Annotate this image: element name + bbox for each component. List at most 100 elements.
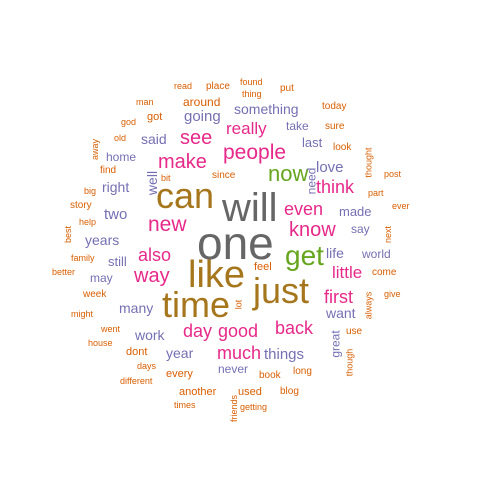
word: well [144,170,161,196]
word: blog [280,386,299,397]
word: way [134,265,170,287]
word: can [156,175,215,216]
word: year [166,345,194,361]
word: think [316,177,355,197]
word: long [293,366,312,377]
word: many [119,300,154,316]
word: another [179,386,217,398]
word: first [324,287,353,307]
word: bit [161,173,171,183]
word: lot [233,299,244,310]
word: around [183,95,221,109]
word: back [275,318,314,338]
word: take [286,119,309,133]
word: home [106,150,137,164]
word: getting [240,402,268,412]
word: friends [229,394,240,423]
word: say [351,222,370,236]
word: also [138,245,172,265]
word: like [188,254,246,296]
word: years [85,232,120,248]
word: made [339,204,372,219]
word: part [368,188,384,198]
word: place [206,81,230,92]
word: since [212,170,236,181]
word: give [384,289,401,299]
word: old [114,133,127,143]
word: different [120,376,153,386]
word: just [253,270,310,311]
word: better [52,267,76,277]
word: good [218,321,259,341]
word: people [223,141,287,164]
word: post [384,169,402,179]
word: times [174,400,196,410]
word: house [88,338,113,348]
word: world [362,247,391,261]
word: thought [363,147,374,178]
word: today [322,101,347,112]
word: one [197,217,274,269]
word: god [121,117,137,127]
word: find [100,165,117,176]
word: something [234,101,299,117]
word: know [289,219,336,241]
word: ever [392,201,410,211]
word: going [184,108,221,125]
word: next [383,225,394,244]
word: come [372,267,397,278]
word: help [79,217,97,227]
word: used [238,386,262,398]
word: now [268,161,309,186]
word: great [328,330,343,358]
word: feel [254,261,272,273]
word: love [316,159,344,176]
word: want [326,305,356,321]
word: family [71,253,95,263]
word: things [264,346,305,363]
word: may [90,271,113,285]
word: last [302,135,323,150]
word: really [226,119,267,138]
word: said [141,131,167,147]
word: sure [325,121,345,132]
word: best [63,225,74,244]
word: big [84,186,97,196]
word: time [162,284,231,325]
word: right [102,179,130,195]
word: man [136,97,154,107]
word: never [218,362,249,376]
word: away [90,138,101,161]
word: found [240,77,263,87]
word: get [285,240,324,271]
word: still [108,254,127,269]
word: days [137,361,157,371]
word: went [101,324,121,334]
word: every [166,368,193,380]
word: story [70,200,92,211]
word: new [148,213,187,236]
word: will [222,186,278,230]
word: much [217,343,262,363]
word: might [71,309,94,319]
word: day [183,321,213,341]
word: read [174,81,193,91]
word: put [280,83,294,94]
word: week [83,289,107,300]
word: use [346,326,363,337]
word: see [180,127,213,149]
word: life [326,245,344,261]
word: little [332,263,363,282]
word: book [259,370,281,381]
word: work [135,327,165,343]
word: need [304,167,319,195]
word: thing [242,89,262,99]
word: always [363,291,374,320]
word: dont [126,346,148,358]
word: even [284,199,324,219]
word: though [344,348,355,377]
word: two [104,206,128,223]
word: got [147,111,163,123]
word: look [333,142,352,153]
